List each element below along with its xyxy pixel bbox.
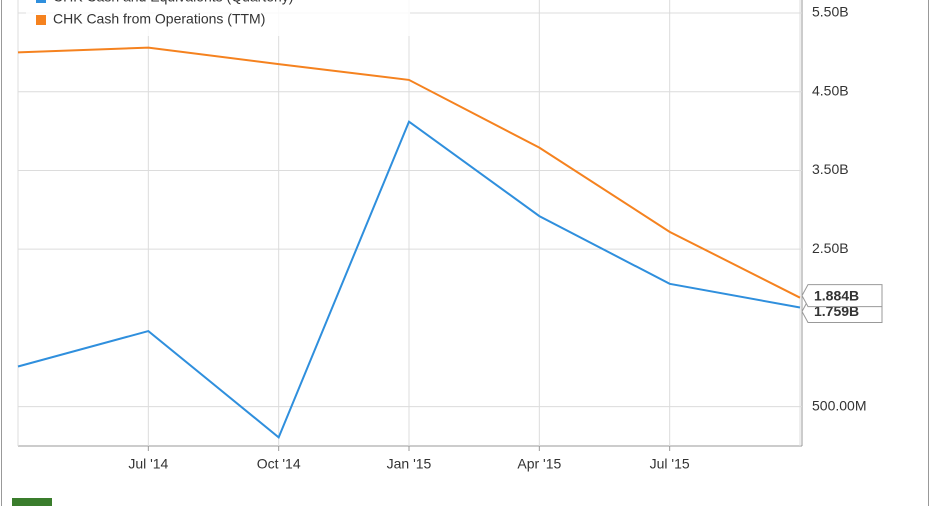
legend-swatch (36, 0, 46, 3)
series-line (17, 46, 801, 299)
x-tick-label: Oct '14 (257, 456, 301, 472)
y-tick-label: 2.50B (812, 240, 849, 256)
y-tick-label: 3.50B (812, 161, 849, 177)
legend-box (26, 0, 410, 36)
y-tick-label: 4.50B (812, 82, 849, 98)
plot-area (18, 0, 802, 446)
y-tick-label: 5.50B (812, 4, 849, 20)
legend-label: CHK Cash from Operations (TTM) (53, 11, 265, 27)
value-label: 1.884B (814, 287, 859, 303)
y-tick-label: 500.00M (812, 397, 866, 413)
series-line (17, 120, 801, 439)
x-tick-label: Jul '15 (650, 456, 690, 472)
x-tick-label: Jan '15 (387, 456, 432, 472)
legend-label: CHK Cash and Equivalents (Quarterly) (53, 0, 293, 5)
x-tick-label: Jul '14 (128, 456, 168, 472)
legend-swatch (36, 15, 46, 25)
legend: CHK Cash and Equivalents (Quarterly) CHK … (26, 0, 410, 36)
value-label: 1.759B (814, 303, 859, 319)
x-tick-label: Apr '15 (517, 456, 561, 472)
value-label-box (801, 284, 883, 308)
logo (12, 498, 52, 506)
